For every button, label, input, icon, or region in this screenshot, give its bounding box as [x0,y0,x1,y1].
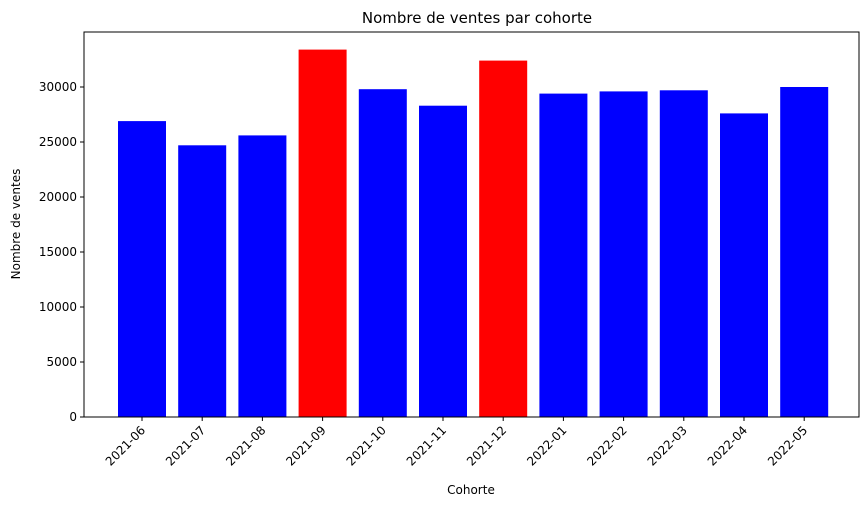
x-tick-label: 2021-08 [223,423,268,468]
x-tick-label: 2022-03 [645,423,690,468]
y-tick-label: 0 [69,410,77,424]
bar-2022-04 [720,113,768,418]
x-tick-label: 2022-04 [705,423,750,468]
bar-2021-08 [238,135,287,417]
x-tick-label: 2022-05 [765,423,810,468]
y-axis: 0 5000 10000 15000 20000 25000 30000 [39,80,84,424]
bar-2022-03 [659,90,708,418]
x-axis-label: Cohorte [447,483,495,497]
y-tick-label: 30000 [39,80,77,94]
x-tick-label: 2022-01 [524,423,569,468]
bar-2021-06 [118,121,166,417]
bar-2021-12 [479,60,528,417]
x-tick-label: 2022-02 [584,423,629,468]
plot-frame [83,31,860,418]
bar-2021-09 [298,49,347,417]
bar-2022-05 [780,87,829,417]
x-tick-label: 2021-12 [464,423,509,468]
x-tick-label: 2021-10 [344,423,389,468]
bar-2022-02 [599,91,648,418]
x-tick-label: 2021-09 [283,423,328,468]
x-tick-label: 2021-06 [103,423,148,468]
x-tick-label: 2021-11 [404,423,449,468]
y-tick-label: 15000 [39,245,77,259]
y-tick-label: 25000 [39,135,77,149]
bar-2022-01 [539,93,588,417]
y-tick-label: 10000 [39,300,77,314]
x-axis: 2021-06 2021-07 2021-08 2021-09 2021-10 2021-… [103,417,810,469]
x-tick-label: 2021-07 [163,423,208,468]
bars-group [118,49,829,418]
y-tick-label: 20000 [39,190,77,204]
bar-2021-07 [178,145,227,418]
bar-2021-11 [419,105,467,417]
y-tick-label: 5000 [46,355,77,369]
chart-title: Nombre de ventes par cohorte [362,9,592,27]
bar-2021-10 [358,89,407,417]
y-axis-label: Nombre de ventes [9,169,23,280]
